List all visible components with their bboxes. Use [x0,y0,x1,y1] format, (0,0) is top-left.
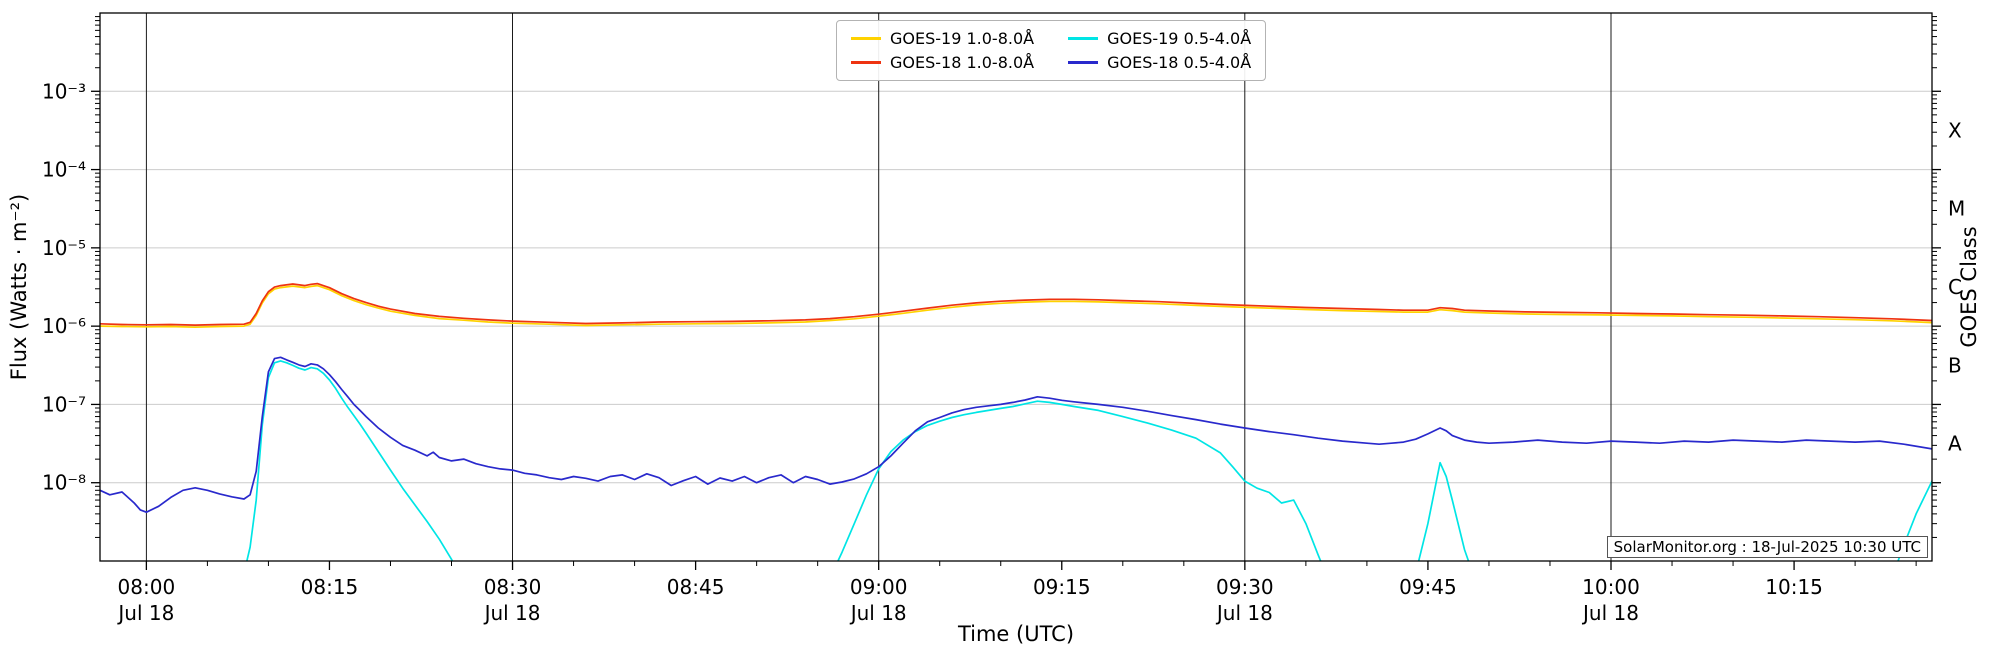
x-tick-label: 08:30 [484,575,542,599]
x-tick-label: 10:15 [1765,575,1823,599]
series-group [100,282,1932,561]
legend: GOES-19 1.0-8.0Å GOES-19 0.5-4.0Å GOES-18 … [836,20,1267,81]
legend-entry-goes19-short: GOES-19 0.5-4.0Å [1068,29,1251,48]
series-line-goes19-long [100,284,1932,329]
x-tick-day-label: Jul 18 [1581,601,1639,625]
goes-class-label: M [1948,197,1965,221]
y-tick-label: 10⁻⁶ [42,314,86,338]
goes-class-label: C [1948,275,1962,299]
x-tick-label: 08:45 [667,575,725,599]
x-tick-day-label: Jul 18 [1215,601,1273,625]
legend-line-swatch [1068,61,1099,64]
legend-entry-goes18-long: GOES-18 1.0-8.0Å [851,53,1034,72]
x-axis-label: Time (UTC) [957,622,1074,646]
goes-class-label: A [1948,432,1962,456]
series-line-goes19-short [245,360,1932,561]
legend-line-swatch [1068,37,1099,40]
legend-entry-goes19-long: GOES-19 1.0-8.0Å [851,29,1034,48]
y-tick-label: 10⁻⁴ [42,158,86,182]
series-line-goes18-short [100,356,1932,514]
y-tick-label: 10⁻⁵ [42,236,86,260]
plot-border [99,12,1933,562]
x-tick-label: 08:00 [118,575,176,599]
x-tick-label: 08:15 [301,575,359,599]
x-tick-day-label: Jul 18 [849,601,907,625]
legend-label: GOES-19 1.0-8.0Å [890,29,1035,48]
x-tick-label: 09:15 [1033,575,1091,599]
legend-label: GOES-19 0.5-4.0Å [1107,29,1252,48]
watermark: SolarMonitor.org : 18-Jul-2025 10:30 UTC [1606,536,1928,558]
x-tick-label: 10:00 [1582,575,1640,599]
goes-class-label: B [1948,353,1962,377]
y-axis-label-right: GOES Class [1957,226,1981,347]
legend-line-swatch [851,61,881,64]
x-tick-day-label: Jul 18 [116,601,174,625]
y-axis-label-left: Flux (Watts · m⁻²) [7,194,31,380]
x-tick-label: 09:45 [1399,575,1457,599]
legend-label: GOES-18 1.0-8.0Å [890,53,1035,72]
x-tick-day-label: Jul 18 [483,601,541,625]
legend-label: GOES-18 0.5-4.0Å [1107,53,1252,72]
legend-line-swatch [851,37,881,40]
x-tick-label: 09:00 [850,575,908,599]
y-tick-label: 10⁻³ [42,79,86,103]
y-tick-label: 10⁻⁷ [42,392,86,416]
goes-class-label: X [1948,118,1962,142]
series-line-goes18-long [100,282,1932,326]
x-tick-label: 09:30 [1216,575,1274,599]
legend-entry-goes18-short: GOES-18 0.5-4.0Å [1068,53,1251,72]
y-tick-label: 10⁻⁸ [42,471,86,495]
